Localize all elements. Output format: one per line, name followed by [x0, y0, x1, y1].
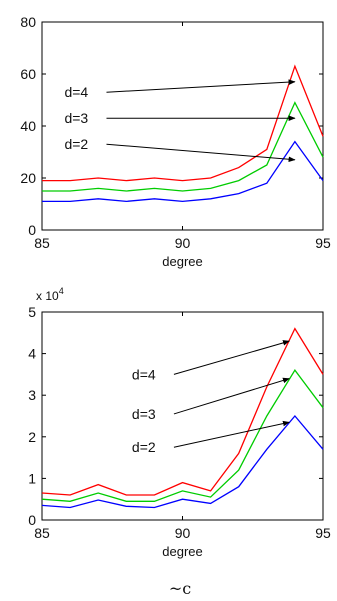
- y-multiplier-exponent: 4: [59, 286, 64, 296]
- y-tick-label: 4: [28, 346, 36, 362]
- y-tick-label: 5: [28, 304, 36, 320]
- annotation-arrow: [173, 377, 290, 415]
- series-line-d=2: [42, 140, 324, 203]
- y-tick-label: 0: [28, 512, 36, 528]
- y-tick-label: 1: [28, 470, 36, 486]
- y-tick-label: 3: [28, 387, 36, 403]
- x-tick-label: 95: [315, 525, 331, 541]
- chart-top: 0 20 40 60 80 85 90 95 degree d=4 d=3 d=2: [20, 14, 331, 269]
- annotation-arrow: [106, 79, 296, 93]
- annotation-arrow: [106, 143, 296, 163]
- annotation-arrow: [173, 340, 290, 375]
- annotation-d=4: d=4: [132, 366, 156, 382]
- y-tick-label: 60: [20, 66, 36, 82]
- x-tick-label: 85: [34, 235, 50, 251]
- y-tick-label: 2: [28, 429, 36, 445]
- series-line-d=3: [41, 369, 324, 502]
- y-multiplier: x 104: [36, 286, 64, 303]
- series-line-d=3: [42, 101, 324, 192]
- annotation-d=2: d=2: [64, 136, 88, 152]
- annotation-d=2: d=2: [132, 439, 156, 455]
- series-line-d=4: [41, 327, 324, 496]
- x-tick-label: 90: [175, 235, 191, 251]
- annotation-arrow: [173, 420, 290, 448]
- caption-glyph: ~c: [169, 579, 191, 598]
- annotation-d=4: d=4: [64, 84, 88, 100]
- annotation-d=3: d=3: [64, 110, 88, 126]
- chart-bottom: 0 1 2 3 4 5 85 90 95 degree x 104 d=4 d=3 d=2: [28, 286, 331, 559]
- series-line-d=2: [41, 414, 324, 509]
- x-tick-label: 95: [315, 235, 331, 251]
- y-tick-label: 40: [20, 118, 36, 134]
- annotation-d=3: d=3: [132, 406, 156, 422]
- y-tick-label: 80: [20, 14, 36, 30]
- y-tick-label: 20: [20, 170, 36, 186]
- x-axis-label: degree: [162, 544, 202, 559]
- y-tick-label: 0: [28, 222, 36, 238]
- x-tick-label: 85: [34, 525, 50, 541]
- x-tick-label: 90: [175, 525, 191, 541]
- series-line-d=4: [42, 64, 324, 182]
- x-axis-label: degree: [162, 254, 202, 269]
